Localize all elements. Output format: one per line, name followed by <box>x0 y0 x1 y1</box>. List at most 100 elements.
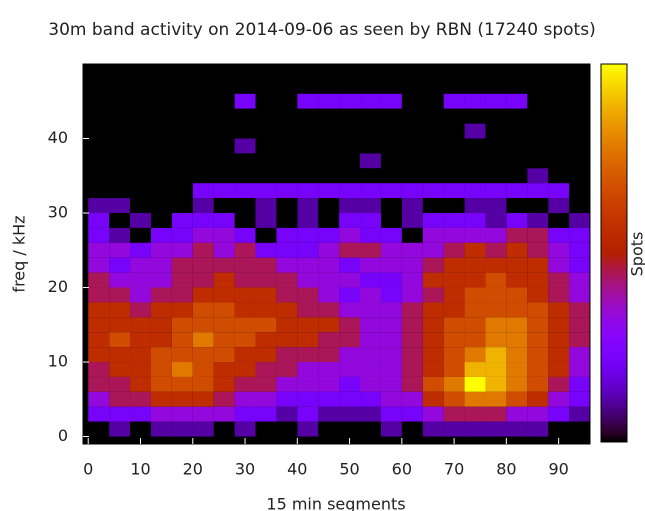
heat-cell <box>422 272 444 288</box>
heat-cell <box>485 347 507 363</box>
heat-cell <box>130 391 151 407</box>
heat-cell <box>569 153 590 169</box>
heat-cell <box>276 347 298 363</box>
heat-cell <box>506 362 528 377</box>
heat-cell <box>297 347 319 363</box>
heat-cell <box>192 93 214 109</box>
heat-cell <box>192 272 214 288</box>
heat-cell <box>150 287 172 303</box>
heat-cell <box>401 257 423 273</box>
heat-cell <box>255 242 277 258</box>
heat-cell <box>422 257 444 273</box>
heat-cell <box>548 108 570 124</box>
heat-cell <box>234 93 256 109</box>
heat-cell <box>234 198 256 214</box>
heat-cell <box>318 227 340 243</box>
heat-cell <box>360 406 381 422</box>
heat-cell <box>88 108 110 124</box>
heat-cell <box>234 168 256 184</box>
heat-cell <box>485 138 507 154</box>
heat-cell <box>443 317 465 333</box>
heat-cell <box>192 213 214 228</box>
heat-cell <box>297 108 319 124</box>
heat-cell <box>192 257 214 273</box>
heat-cell <box>171 332 193 348</box>
heat-cell <box>506 406 528 422</box>
heat-cell <box>360 376 381 392</box>
heat-cell <box>276 123 298 139</box>
plot-border <box>82 63 591 445</box>
heat-cell <box>276 376 298 392</box>
heat-cell <box>569 391 590 407</box>
heat-cell <box>213 242 235 258</box>
heat-cell <box>506 242 528 258</box>
heat-cell <box>150 213 172 228</box>
heat-cell <box>422 317 444 333</box>
heat-cell <box>88 376 110 392</box>
heat-cell <box>548 347 570 363</box>
heat-cell <box>109 287 131 303</box>
heat-cell <box>318 123 340 139</box>
heat-cell <box>130 272 151 288</box>
heat-cell <box>485 302 507 318</box>
heat-cell <box>506 391 528 407</box>
heat-cell <box>276 153 298 169</box>
heat-cell <box>171 391 193 407</box>
heat-cell <box>171 302 193 318</box>
heat-cell <box>548 123 570 139</box>
heat-cell <box>192 376 214 392</box>
heat-cell <box>380 183 402 199</box>
heat-cell <box>360 153 381 169</box>
heat-cell <box>443 183 465 199</box>
heat-cell <box>109 138 131 154</box>
heat-cell <box>548 153 570 169</box>
heat-cell <box>401 317 423 333</box>
heat-cell <box>422 242 444 258</box>
heat-cell <box>109 183 131 199</box>
heat-cell <box>276 138 298 154</box>
heat-cell <box>234 302 256 318</box>
heat-cell <box>213 213 235 228</box>
heat-cell <box>109 93 131 109</box>
heat-cell <box>360 123 381 139</box>
heat-cell <box>130 421 151 437</box>
heat-cell <box>339 138 361 154</box>
heat-cell <box>422 198 444 214</box>
heat-cell <box>360 198 381 214</box>
heat-cell <box>318 406 340 422</box>
heat-cell <box>192 123 214 139</box>
heat-cell <box>339 213 361 228</box>
heat-cell <box>297 153 319 169</box>
heat-cell <box>339 108 361 124</box>
heat-cell <box>318 317 340 333</box>
heat-cell <box>213 123 235 139</box>
heat-cell <box>527 421 549 437</box>
heat-cell <box>527 362 549 377</box>
heat-cell <box>297 317 319 333</box>
heat-cell <box>380 257 402 273</box>
y-tick-label: 0 <box>58 426 68 445</box>
heat-cell <box>318 272 340 288</box>
heat-cell <box>527 93 549 109</box>
heat-cell <box>213 227 235 243</box>
heat-cell <box>109 168 131 184</box>
heat-cell <box>255 257 277 273</box>
heat-cell <box>130 213 151 228</box>
heat-cell <box>130 347 151 363</box>
heat-cell <box>213 168 235 184</box>
heat-cell <box>276 362 298 377</box>
heat-cell <box>360 347 381 363</box>
x-tick-label: 0 <box>83 460 93 479</box>
heat-cell <box>485 108 507 124</box>
heat-cell <box>276 406 298 422</box>
heat-cell <box>422 183 444 199</box>
heat-cell <box>443 391 465 407</box>
heat-cell <box>339 272 361 288</box>
y-tick-label: 10 <box>48 352 68 371</box>
heat-cell <box>569 302 590 318</box>
heat-cell <box>88 421 110 437</box>
heat-cell <box>506 108 528 124</box>
heat-cell <box>569 257 590 273</box>
heat-cell <box>171 406 193 422</box>
heat-cell <box>88 138 110 154</box>
